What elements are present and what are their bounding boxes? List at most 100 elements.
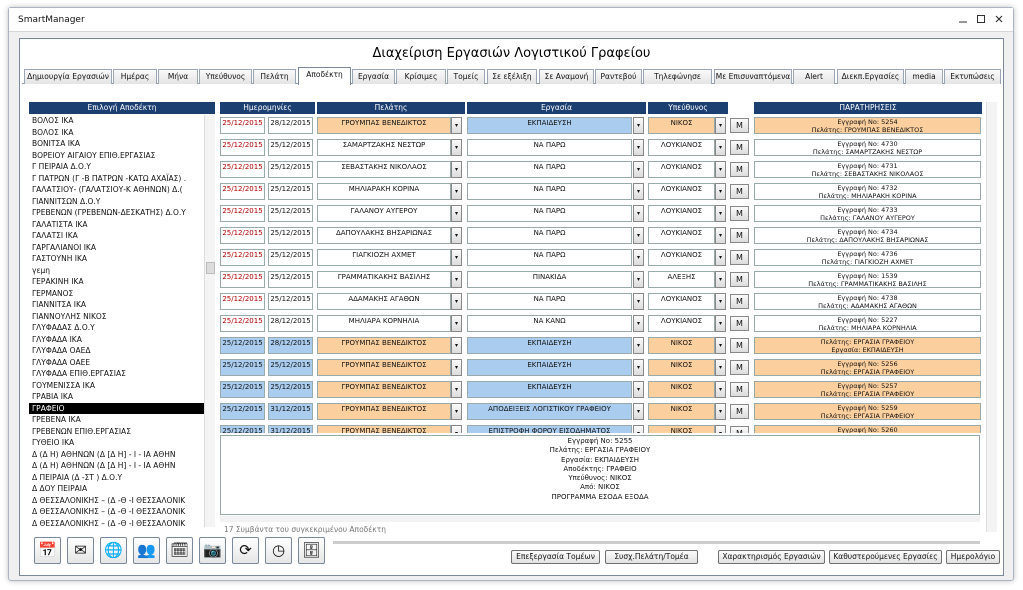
recipient-list-item[interactable]: Δ ΘΕΣΣΑΛΟΝΙΚΗΣ – (Δ -Θ -Ι ΘΕΣΣΑΛΟΝΙΚ bbox=[32, 518, 186, 528]
recipient-list-item[interactable]: ΓΙΑΝΝΙΤΣΑ ΙΚΑ bbox=[32, 300, 87, 309]
start-date-field[interactable]: 25/12/2015 bbox=[220, 359, 265, 376]
responsible-field[interactable]: ΝΙΚΟΣ bbox=[648, 425, 715, 433]
tab-2[interactable]: Ημέρας bbox=[113, 69, 157, 84]
chevron-down-icon[interactable]: ▾ bbox=[633, 337, 644, 354]
close-icon[interactable] bbox=[993, 13, 1005, 25]
recipient-list-item[interactable]: Γ ΠΑΤΡΩΝ (Γ -Β ΠΑΤΡΩΝ -ΚΑΤΩ ΑΧΑΪΑΣ) . bbox=[32, 173, 187, 183]
chevron-down-icon[interactable]: ▾ bbox=[451, 227, 462, 244]
tab-13[interactable]: Τηλεφώνησε bbox=[643, 69, 712, 84]
client-field[interactable]: ΣΕΒΑΣΤΑΚΗΣ ΝΙΚΟΛΑΟΣ bbox=[317, 161, 451, 178]
table-row[interactable]: 25/12/2015 25/12/2015 ΜΗΛΙΑΡΑΚΗ ΚΟΡΙΝΑ ▾ ΝΑ … bbox=[220, 181, 995, 201]
chevron-down-icon[interactable]: ▾ bbox=[633, 249, 644, 266]
start-date-field[interactable]: 25/12/2015 bbox=[220, 183, 265, 200]
task-field[interactable]: ΝΑ ΠΑΡΩ bbox=[467, 249, 632, 266]
client-field[interactable]: ΓΙΑΓΚΙΟΖΗ ΑΧΜΕΤ bbox=[317, 249, 451, 266]
chevron-down-icon[interactable]: ▾ bbox=[715, 205, 726, 222]
recipient-list-item[interactable]: ΒΟΡΕΙΟΥ ΑΙΓΑΙΟΥ ΕΠΙΘ.ΕΡΓΑΣΙΑΣ bbox=[32, 150, 156, 160]
recipient-list-item[interactable]: ΓΛΥΦΑΔΑ ΕΠΙΘ.ΕΡΓΑΣΙΑΣ bbox=[32, 369, 126, 378]
start-date-field[interactable]: 25/12/2015 bbox=[220, 403, 265, 420]
recipient-list-item[interactable]: ΓΙΑΝΝΙΤΣΩΝ Δ.Ο.Υ bbox=[32, 196, 101, 206]
responsible-field[interactable]: ΛΟΥΚΙΑΝΟΣ bbox=[648, 139, 715, 156]
chevron-down-icon[interactable]: ▾ bbox=[715, 183, 726, 200]
start-date-field[interactable]: 25/12/2015 bbox=[220, 117, 265, 134]
chevron-down-icon[interactable]: ▾ bbox=[451, 403, 462, 420]
chevron-down-icon[interactable]: ▾ bbox=[451, 205, 462, 222]
responsible-field[interactable]: ΝΙΚΟΣ bbox=[648, 359, 715, 376]
chevron-down-icon[interactable]: ▾ bbox=[633, 359, 644, 376]
client-field[interactable]: ΓΑΛΑΝΟΥ ΑΥΓΕΡΟΥ bbox=[317, 205, 451, 222]
table-row[interactable]: 25/12/2015 28/12/2015 ΓΡΟΥΜΠΑΣ ΒΕΝΕΔΙΚΤΟΣ ▾… bbox=[220, 115, 995, 135]
tab-7[interactable]: Εργασία bbox=[352, 69, 395, 84]
responsible-field[interactable]: ΛΟΥΚΙΑΝΟΣ bbox=[648, 205, 715, 222]
task-field[interactable]: ΕΚΠΑΙΔΕΥΣΗ bbox=[467, 117, 632, 134]
recipient-list-item[interactable]: ΒΟΛΟΣ ΙΚΑ bbox=[32, 116, 74, 125]
recipient-list-item[interactable]: ΓΛΥΦΑΔΑ ΟΑΕΕ bbox=[32, 357, 91, 367]
tab-11[interactable]: Σε Αναμονή bbox=[539, 69, 594, 84]
responsible-field[interactable]: ΝΙΚΟΣ bbox=[648, 403, 715, 420]
start-date-field[interactable]: 25/12/2015 bbox=[220, 293, 265, 310]
scrollbar-thumb[interactable] bbox=[206, 262, 215, 274]
chevron-down-icon[interactable]: ▾ bbox=[451, 381, 462, 398]
globe-icon[interactable]: 🌐 bbox=[100, 537, 127, 564]
end-date-field[interactable]: 25/12/2015 bbox=[268, 359, 313, 376]
recipient-list-item[interactable]: ΓΡΑΦΕΙΟ bbox=[29, 402, 215, 414]
chevron-down-icon[interactable]: ▾ bbox=[451, 249, 462, 266]
tab-4[interactable]: Υπεύθυνος bbox=[199, 69, 252, 84]
chevron-down-icon[interactable]: ▾ bbox=[715, 161, 726, 178]
chevron-down-icon[interactable]: ▾ bbox=[451, 271, 462, 288]
recipient-list-item[interactable]: Δ ΘΕΣΣΑΛΟΝΙΚΗΣ – (Δ -Θ -Ι ΘΕΣΣΑΛΟΝΙΚ bbox=[32, 507, 186, 516]
chevron-down-icon[interactable]: ▾ bbox=[451, 425, 462, 433]
task-field[interactable]: ΝΑ ΠΑΡΩ bbox=[467, 293, 632, 310]
start-date-field[interactable]: 25/12/2015 bbox=[220, 139, 265, 156]
chevron-down-icon[interactable]: ▾ bbox=[715, 139, 726, 156]
end-date-field[interactable]: 28/12/2015 bbox=[268, 117, 313, 134]
chevron-down-icon[interactable]: ▾ bbox=[633, 183, 644, 200]
recipient-list-item[interactable]: Δ ΘΕΣΣΑΛΟΝΙΚΗΣ – (Δ -Θ -Ι ΘΕΣΣΑΛΟΝΙΚ bbox=[32, 495, 186, 505]
chevron-down-icon[interactable]: ▾ bbox=[715, 227, 726, 244]
chevron-down-icon[interactable]: ▾ bbox=[451, 293, 462, 310]
recipient-list-item[interactable]: Δ (Δ Η) ΑΘΗΝΩΝ (Δ [Δ Η] - Ι - ΙΑ ΑΘΗΝ bbox=[32, 461, 176, 470]
m-button[interactable]: M bbox=[730, 360, 749, 375]
recipient-list-item[interactable]: ΓΑΛΑΤΣΙ ΙΚΑ bbox=[32, 231, 78, 240]
table-row[interactable]: 25/12/2015 25/12/2015 ΣΕΒΑΣΤΑΚΗΣ ΝΙΚΟΛΑΟΣ ▾… bbox=[220, 159, 995, 179]
recipient-list-item[interactable]: ΓΛΥΦΑΔΑΣ Δ.Ο.Υ bbox=[32, 323, 95, 332]
tab-1[interactable]: Δημιουργία Εργασιών bbox=[24, 69, 112, 84]
table-row[interactable]: 25/12/2015 25/12/2015 ΓΡΟΥΜΠΑΣ ΒΕΝΕΔΙΚΤΟΣ ▾… bbox=[220, 357, 995, 377]
client-field[interactable]: ΜΗΛΙΑΡΑ ΚΟΡΝΗΛΙΑ bbox=[317, 315, 451, 332]
tab-8[interactable]: Κρίσιμες bbox=[396, 69, 446, 84]
task-characterization-button[interactable]: Χαρακτηρισμός Εργασιών bbox=[718, 550, 825, 564]
chevron-down-icon[interactable]: ▾ bbox=[451, 117, 462, 134]
tab-3[interactable]: Μήνα bbox=[158, 69, 198, 84]
table-row[interactable]: 25/12/2015 25/12/2015 ΓΡΟΥΜΠΑΣ ΒΕΝΕΔΙΚΤΟΣ ▾… bbox=[220, 379, 995, 399]
chevron-down-icon[interactable]: ▾ bbox=[633, 293, 644, 310]
chevron-down-icon[interactable]: ▾ bbox=[633, 271, 644, 288]
start-date-field[interactable]: 25/12/2015 bbox=[220, 381, 265, 398]
chevron-down-icon[interactable]: ▾ bbox=[451, 139, 462, 156]
chevron-down-icon[interactable]: ▾ bbox=[633, 227, 644, 244]
minimize-icon[interactable] bbox=[957, 13, 969, 25]
recipient-list-item[interactable]: ΓΡΕΒΕΝΩΝ (ΓΡΕΒΕΝΩΝ-ΔΕΣΚΑΤΗΣ) Δ.Ο.Υ bbox=[32, 208, 186, 217]
recipient-list-item[interactable]: ΓΕΡΜΑΝΟΣ bbox=[32, 288, 74, 298]
maximize-icon[interactable] bbox=[975, 13, 987, 25]
users-icon[interactable]: 👥 bbox=[133, 537, 160, 564]
chevron-down-icon[interactable]: ▾ bbox=[451, 161, 462, 178]
m-button[interactable]: M bbox=[730, 426, 749, 433]
m-button[interactable]: M bbox=[730, 228, 749, 243]
chevron-down-icon[interactable]: ▾ bbox=[715, 315, 726, 332]
responsible-field[interactable]: ΛΟΥΚΙΑΝΟΣ bbox=[648, 249, 715, 266]
client-field[interactable]: ΓΡΟΥΜΠΑΣ ΒΕΝΕΔΙΚΤΟΣ bbox=[317, 117, 451, 134]
delayed-tasks-button[interactable]: Καθυστερούμενες Εργασίες bbox=[829, 550, 942, 564]
chevron-down-icon[interactable]: ▾ bbox=[633, 117, 644, 134]
edit-sectors-button[interactable]: Επεξεργασία Τομέων bbox=[511, 550, 600, 564]
recipient-list-item[interactable]: ΓΑΛΑΤΙΣΤΑ ΙΚΑ bbox=[32, 219, 88, 229]
recipient-list-item[interactable]: ΓΟΥΜΕΝΙΣΣΑ ΙΚΑ bbox=[32, 380, 95, 390]
recipient-list-item[interactable]: ΓΡΑΒΙΑ ΙΚΑ bbox=[32, 392, 73, 401]
chevron-down-icon[interactable]: ▾ bbox=[715, 293, 726, 310]
recipient-list-item[interactable]: ΓΑΛΑΤΣΙΟΥ- (ΓΑΛΑΤΣΙΟΥ-Κ ΑΘΗΝΩΝ) Δ.( bbox=[32, 185, 183, 194]
start-date-field[interactable]: 25/12/2015 bbox=[220, 271, 265, 288]
start-date-field[interactable]: 25/12/2015 bbox=[220, 249, 265, 266]
responsible-field[interactable]: ΛΟΥΚΙΑΝΟΣ bbox=[648, 161, 715, 178]
recipient-list-item[interactable]: Δ (Δ Η) ΑΘΗΝΩΝ (Δ [Δ Η] - Ι - ΙΑ ΑΘΗΝ bbox=[32, 449, 176, 459]
client-field[interactable]: ΓΡΟΥΜΠΑΣ ΒΕΝΕΔΙΚΤΟΣ bbox=[317, 359, 451, 376]
